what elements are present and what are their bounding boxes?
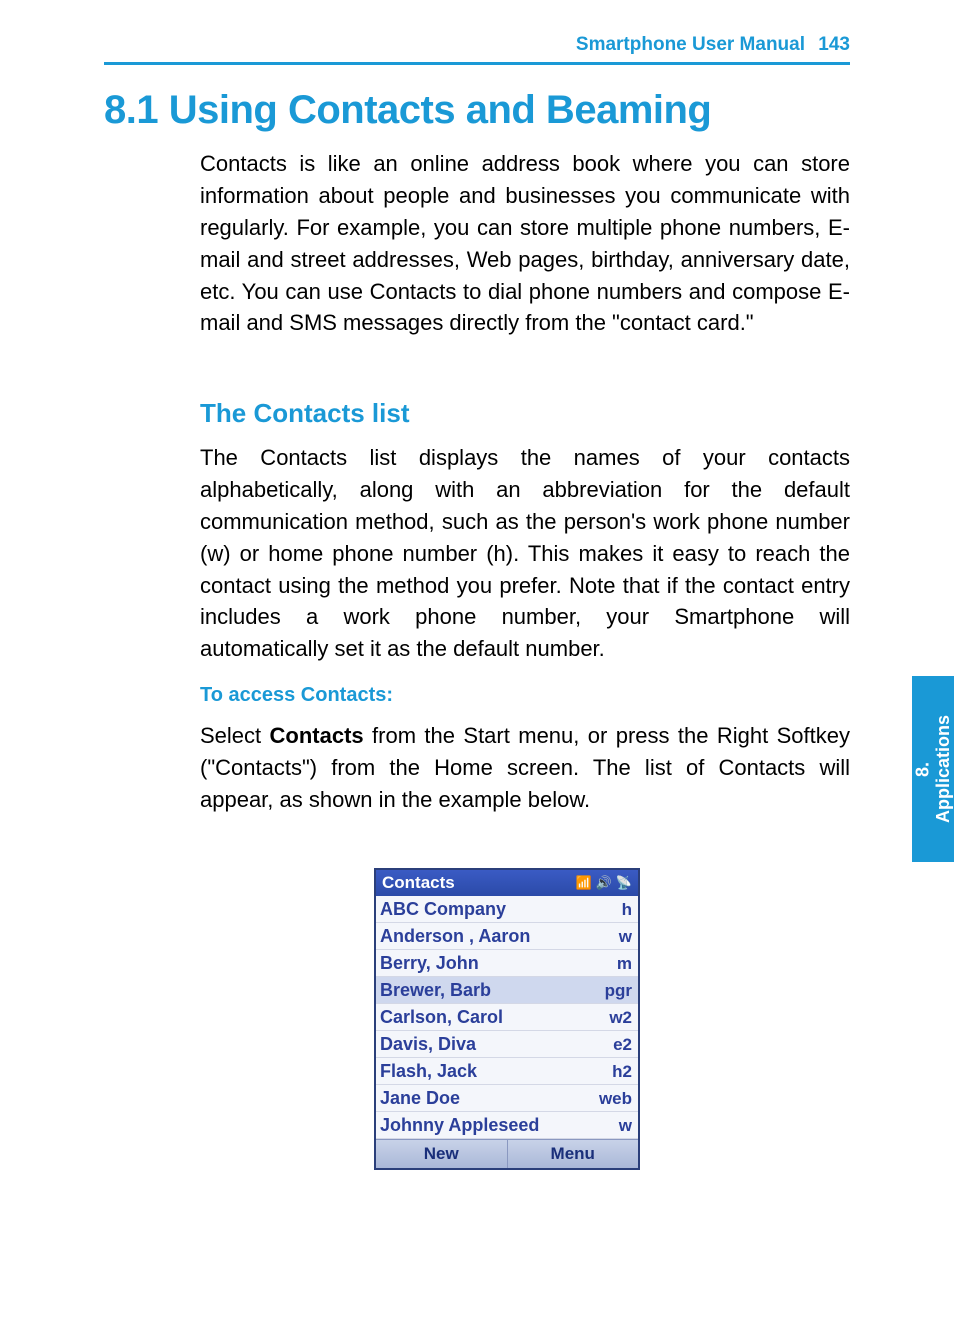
access-bold-word: Contacts: [270, 723, 364, 748]
contact-name: Carlson, Carol: [380, 1007, 503, 1028]
intro-paragraph: Contacts is like an online address book …: [200, 148, 850, 339]
phone-status-icons: 📶 🔊 📡: [575, 875, 632, 891]
manual-title: Smartphone User Manual: [576, 34, 805, 55]
contact-row[interactable]: ABC Company h: [376, 896, 638, 923]
page-number: 143: [818, 34, 850, 55]
phone-softkey-bar: New Menu: [376, 1139, 638, 1168]
phone-screenshot: Contacts 📶 🔊 📡 ABC Company h Anderson , Aa…: [374, 868, 640, 1170]
chapter-number: 8.: [912, 762, 932, 777]
contact-row[interactable]: Carlson, Carol w2: [376, 1004, 638, 1031]
contacts-list-paragraph: The Contacts list displays the names of …: [200, 442, 850, 665]
contact-row[interactable]: Johnny Appleseed w: [376, 1112, 638, 1139]
contact-row[interactable]: Flash, Jack h2: [376, 1058, 638, 1085]
section-number: 8.1: [104, 88, 158, 132]
contact-row[interactable]: Anderson , Aaron w: [376, 923, 638, 950]
phone-titlebar: Contacts 📶 🔊 📡: [376, 870, 638, 896]
phone-contact-list: ABC Company h Anderson , Aaron w Berry, John…: [376, 896, 638, 1139]
contact-name: Flash, Jack: [380, 1061, 477, 1082]
contact-method-abbr: web: [599, 1089, 632, 1109]
contact-name: Berry, John: [380, 953, 479, 974]
contact-method-abbr: h: [622, 900, 632, 920]
contact-row[interactable]: Brewer, Barb pgr: [376, 977, 638, 1004]
phone-app-title: Contacts: [382, 873, 455, 893]
contact-method-abbr: m: [617, 954, 632, 974]
contact-row[interactable]: Jane Doe web: [376, 1085, 638, 1112]
contact-name: Jane Doe: [380, 1088, 460, 1109]
contact-name: Davis, Diva: [380, 1034, 476, 1055]
subheading-access-contacts: To access Contacts:: [200, 684, 393, 707]
contact-name: Brewer, Barb: [380, 980, 491, 1001]
chapter-label: Applications: [933, 715, 953, 823]
softkey-new[interactable]: New: [376, 1140, 507, 1168]
contact-row[interactable]: Davis, Diva e2: [376, 1031, 638, 1058]
softkey-menu[interactable]: Menu: [507, 1140, 639, 1168]
contact-method-abbr: pgr: [605, 981, 632, 1001]
contact-method-abbr: w: [619, 1116, 632, 1136]
antenna-icon: 📡: [616, 875, 632, 891]
contact-row[interactable]: Berry, John m: [376, 950, 638, 977]
contact-method-abbr: w: [619, 927, 632, 947]
subheading-contacts-list: The Contacts list: [200, 398, 409, 429]
contact-method-abbr: w2: [609, 1008, 632, 1028]
access-paragraph: Select Contacts from the Start menu, or …: [200, 720, 850, 816]
contact-method-abbr: e2: [613, 1035, 632, 1055]
section-heading: 8.1 Using Contacts and Beaming: [104, 88, 850, 133]
sound-icon: 🔊: [596, 875, 612, 891]
access-text-pre: Select: [200, 723, 270, 748]
signal-icon: 📶: [575, 875, 591, 891]
page-header: Smartphone User Manual 143: [576, 34, 850, 56]
header-divider: [104, 62, 850, 65]
section-title-text: Using Contacts and Beaming: [169, 88, 712, 132]
chapter-tab: 8. Applications: [912, 676, 954, 862]
contact-name: Anderson , Aaron: [380, 926, 530, 947]
contact-name: Johnny Appleseed: [380, 1115, 539, 1136]
contact-method-abbr: h2: [612, 1062, 632, 1082]
contact-name: ABC Company: [380, 899, 506, 920]
